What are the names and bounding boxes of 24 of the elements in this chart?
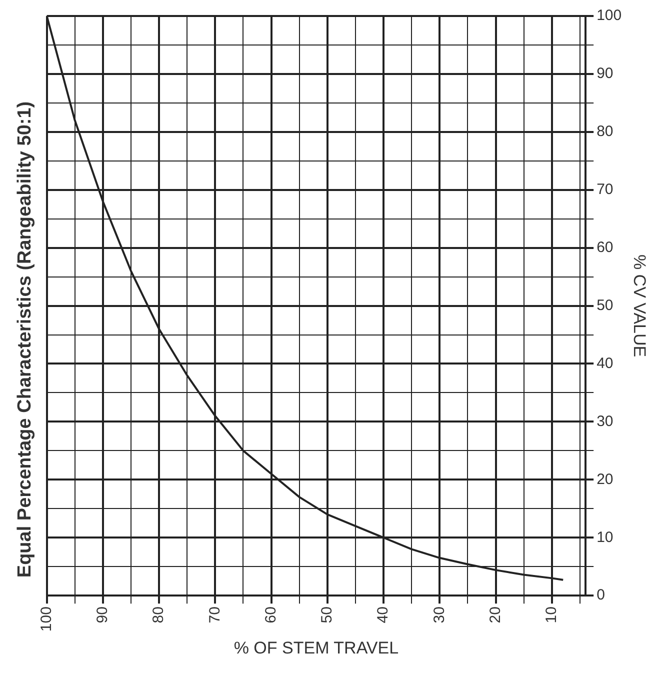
y-tick-label: 30 (596, 412, 614, 430)
y-tick-label: 0 (596, 586, 605, 604)
y-tick-label: 80 (596, 123, 614, 140)
x-tick-label: 50 (318, 606, 336, 624)
y-tick-label: 70 (596, 181, 614, 198)
x-tick-label: 10 (543, 606, 560, 624)
y-tick-label: 100 (596, 7, 622, 24)
y-tick-label: 90 (596, 65, 614, 82)
text: Equal Percentage Characteristics (Rangeability 50:1) (14, 101, 36, 578)
y-tick-label: 40 (596, 354, 614, 372)
x-tick-label: 20 (486, 606, 504, 624)
y-axis-title: % CV VALUE (630, 254, 650, 358)
x-tick-label: 100 (38, 606, 55, 632)
x-tick-label: 80 (150, 606, 168, 624)
y-tick-label: 50 (596, 296, 614, 314)
x-axis-title: % OF STEM TRAVEL (234, 638, 399, 658)
y-tick-label: 60 (596, 238, 614, 256)
x-tick-label: 60 (262, 606, 280, 624)
y-tick-label: 10 (596, 528, 614, 546)
x-tick-label: 40 (374, 606, 392, 624)
x-tick-label: 90 (94, 606, 112, 624)
y-tick-label: 20 (596, 470, 614, 488)
x-tick-label: 30 (430, 606, 448, 624)
x-tick-label: 70 (206, 606, 224, 624)
